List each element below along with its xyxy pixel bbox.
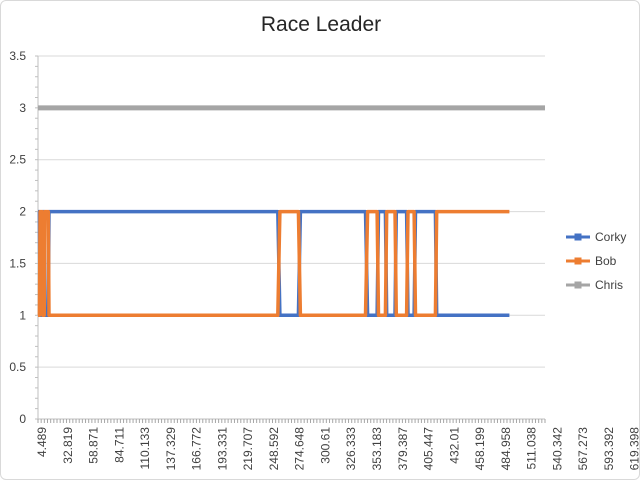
x-tick-label: 353.183: [370, 427, 384, 471]
x-tick-label: 511.038: [525, 427, 539, 470]
y-tick-label: 2.5: [9, 153, 26, 167]
y-tick-label: 1: [19, 308, 26, 322]
chart-title: Race Leader: [260, 13, 382, 36]
legend-swatch-marker: [574, 257, 582, 265]
x-tick-label: 326.333: [344, 427, 358, 471]
x-tick-label: 274.648: [293, 427, 307, 471]
y-tick-label: 0.5: [9, 360, 26, 374]
x-tick-label: 137.329: [164, 427, 178, 471]
x-tick-label: 619.398: [628, 427, 640, 471]
x-tick-label: 58.871: [87, 427, 101, 464]
x-axis-tick-labels: 4.489 32.819 58.871 84.711 110.133 137.329 166…: [35, 427, 640, 471]
y-tick-label: 1.5: [9, 256, 26, 270]
x-tick-label: 593.392: [602, 427, 616, 471]
y-tick-label: 2: [19, 205, 26, 219]
y-axis-tick-labels: 0 0.5 1 1.5 2 2.5 3 3.5: [9, 49, 26, 426]
y-tick-label: 0: [19, 412, 26, 426]
x-tick-label: 248.592: [267, 427, 281, 471]
legend-swatch-marker: [574, 281, 582, 289]
x-tick-label: 405.447: [422, 427, 436, 471]
x-tick-label: 193.331: [215, 427, 229, 471]
axes: [35, 55, 546, 423]
x-tick-label: 4.489: [35, 427, 49, 457]
x-tick-label: 166.772: [190, 427, 204, 471]
x-tick-label: 379.387: [396, 427, 410, 471]
series-lines: [37, 105, 545, 318]
x-tick-label: 458.199: [473, 427, 487, 471]
x-tick-label: 110.133: [138, 427, 152, 470]
y-tick-label: 3: [19, 101, 26, 115]
legend-label: Bob: [595, 254, 617, 268]
x-tick-label: 540.342: [550, 427, 564, 471]
x-tick-label: 567.273: [576, 427, 590, 471]
x-tick-label: 300.61: [318, 427, 332, 464]
legend-swatch-marker: [574, 233, 582, 241]
x-tick-label: 219.707: [241, 427, 255, 471]
series-line-bob: [37, 209, 510, 318]
y-tick-label: 3.5: [9, 49, 26, 63]
legend-label: Chris: [595, 278, 623, 292]
x-tick-label: 432.01: [447, 427, 461, 464]
legend-label: Corky: [595, 230, 626, 244]
x-tick-label: 32.819: [61, 427, 75, 464]
legend: Corky Bob Chris: [566, 230, 626, 292]
x-tick-label: 84.711: [112, 427, 126, 463]
x-tick-label: 484.958: [499, 427, 513, 471]
